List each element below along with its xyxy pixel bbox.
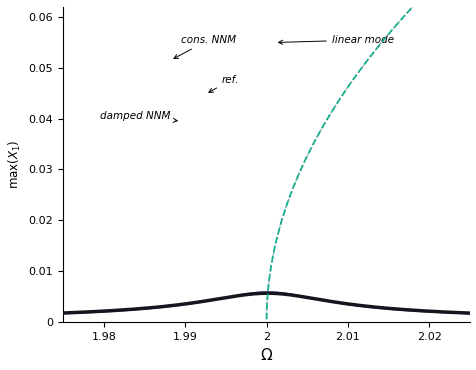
X-axis label: $\Omega$: $\Omega$ [259, 347, 273, 363]
Text: cons. NNM: cons. NNM [174, 35, 236, 58]
Text: ref.: ref. [208, 75, 238, 92]
Text: damped NNM: damped NNM [99, 111, 177, 122]
Y-axis label: max$(X_1)$: max$(X_1)$ [7, 139, 23, 189]
Text: linear mode: linear mode [278, 35, 393, 45]
